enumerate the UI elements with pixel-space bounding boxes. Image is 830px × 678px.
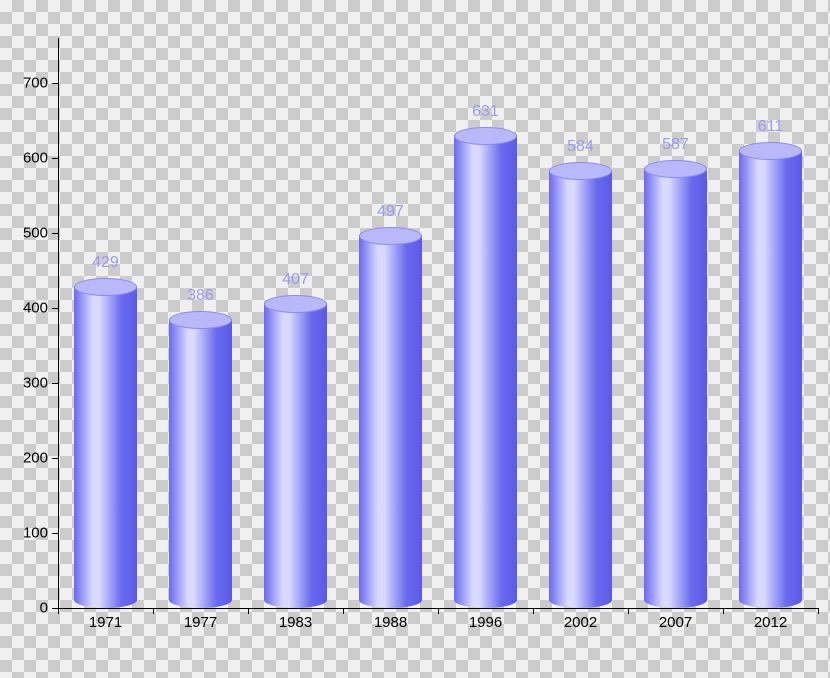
y-tick-label: 400 [23,300,48,317]
bar: 386 [169,319,232,609]
bar-value-label: 407 [282,271,309,289]
x-tick-label: 1996 [469,614,502,631]
bar-top-ellipse [169,311,232,329]
x-tick-label: 2002 [564,614,597,631]
bar: 584 [549,170,612,608]
bar-body [74,286,137,608]
x-tick-label: 1977 [184,614,217,631]
y-tick [52,458,58,459]
bar-body [739,150,802,608]
y-tick-label: 100 [23,525,48,542]
x-tick [628,608,629,614]
bar-value-label: 429 [92,254,119,272]
bar-value-label: 611 [758,118,784,136]
bar-top-ellipse [739,142,802,160]
chart-canvas: 0 100 200 300 400 500 600 700 1971 429 1977 386 1983… [0,0,830,678]
x-tick [343,608,344,614]
plot-area: 0100200300400500600700197142919773861983… [58,38,818,608]
bar-value-label: 386 [187,287,214,305]
x-tick [723,608,724,614]
bar: 631 [454,135,517,608]
x-tick-label: 1988 [374,614,407,631]
y-tick-label: 500 [23,225,48,242]
y-tick-label: 700 [23,75,48,92]
bar-body [264,303,327,608]
x-tick-label: 2007 [659,614,692,631]
x-tick-label: 2012 [754,614,787,631]
bar: 497 [359,235,422,608]
bar: 407 [264,303,327,608]
x-tick [153,608,154,614]
bar-body [549,170,612,608]
bar: 611 [739,150,802,608]
bar-value-label: 631 [472,103,499,121]
y-tick [52,233,58,234]
y-tick [52,308,58,309]
y-tick [52,83,58,84]
x-tick [818,608,819,614]
x-tick [58,608,59,614]
y-tick [52,533,58,534]
bar: 429 [74,286,137,608]
bar-body [169,319,232,609]
bar-top-ellipse [264,295,327,313]
y-tick-label: 200 [23,450,48,467]
x-tick [533,608,534,614]
bar-top-ellipse [454,127,517,145]
bar-body [359,235,422,608]
bar-value-label: 584 [567,138,594,156]
x-tick [438,608,439,614]
y-tick [52,383,58,384]
bar-value-label: 497 [377,203,404,221]
bar-value-label: 587 [662,136,689,154]
y-tick-label: 300 [23,375,48,392]
y-tick-label: 600 [23,150,48,167]
bar-body [454,135,517,608]
x-tick-label: 1983 [279,614,312,631]
x-tick [248,608,249,614]
bar-body [644,168,707,608]
x-tick-label: 1971 [89,614,122,631]
y-tick-label: 0 [40,600,48,617]
y-tick [52,158,58,159]
bar-top-ellipse [644,160,707,178]
bar-top-ellipse [549,162,612,180]
bar: 587 [644,168,707,608]
y-axis-line [58,38,59,608]
